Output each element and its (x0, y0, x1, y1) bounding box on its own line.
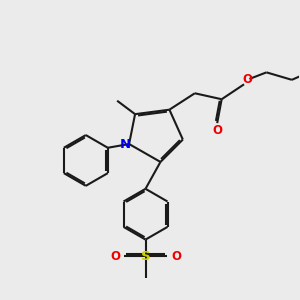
Text: O: O (212, 124, 222, 137)
Text: S: S (141, 250, 150, 262)
Text: O: O (171, 250, 181, 262)
Text: N: N (120, 137, 131, 151)
Text: O: O (242, 73, 252, 86)
Text: O: O (110, 250, 120, 262)
